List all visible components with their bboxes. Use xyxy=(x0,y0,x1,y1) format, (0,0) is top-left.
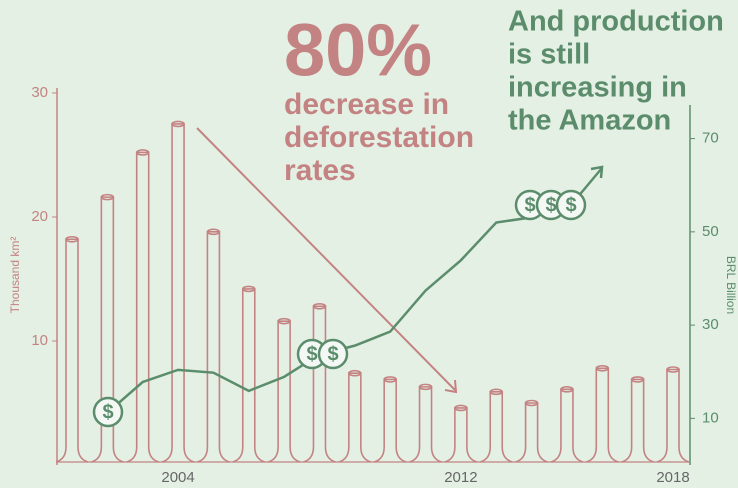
coin-symbol: $ xyxy=(545,194,556,216)
tree-trunk xyxy=(373,378,407,463)
coin-symbol: $ xyxy=(306,343,317,365)
tree-trunk xyxy=(91,196,124,463)
coin xyxy=(92,396,124,428)
tree-trunk xyxy=(197,231,230,463)
trunk-cap xyxy=(560,386,574,393)
production-note: is still xyxy=(508,39,590,71)
deforestation-note: rates xyxy=(284,154,356,187)
trunk-cap xyxy=(595,364,610,372)
y-tick-label: 10 xyxy=(31,332,48,349)
y2-tick-label: 50 xyxy=(702,223,719,240)
trunk-cap xyxy=(241,285,256,293)
deforestation-note: decrease in xyxy=(284,88,449,121)
trunk-cap xyxy=(277,317,291,325)
x-tick-label: 2018 xyxy=(656,469,689,486)
tree-trunk xyxy=(126,151,159,463)
tree-trunk xyxy=(621,378,654,463)
trunk-cap xyxy=(666,366,680,373)
tree-trunk xyxy=(479,391,513,463)
y2-tick-label: 10 xyxy=(702,409,719,426)
y-tick-label: 20 xyxy=(31,208,48,225)
y-tick-label: 30 xyxy=(31,84,48,101)
trunk-cap xyxy=(348,369,362,377)
tree-trunk xyxy=(232,288,266,463)
trunk-cap xyxy=(524,399,539,407)
x-tick-label: 2012 xyxy=(444,469,477,486)
trend-arrow xyxy=(196,127,456,391)
trend-arrow-head xyxy=(444,379,458,394)
trunk-cap xyxy=(418,383,433,391)
coin-symbol: $ xyxy=(102,401,113,423)
deforestation-note: deforestation xyxy=(284,121,474,154)
trunk-cap xyxy=(312,302,327,310)
trunk-cap xyxy=(454,404,468,412)
decoration xyxy=(196,127,604,394)
coin xyxy=(555,189,587,221)
tree-trunk xyxy=(515,402,548,463)
coin-symbol: $ xyxy=(565,194,576,216)
tree-trunk xyxy=(444,407,478,463)
trunk-cap xyxy=(100,193,115,201)
production-note: increasing in xyxy=(508,72,687,104)
trunk-cap xyxy=(171,120,185,128)
coin-symbol: $ xyxy=(327,343,338,365)
tree-trunk xyxy=(550,388,584,463)
production-note: And production xyxy=(508,6,724,38)
tree-trunk xyxy=(338,372,372,463)
production-note: the Amazon xyxy=(508,105,671,137)
headline-number: 80% xyxy=(284,9,432,92)
trunk-cap xyxy=(489,388,504,396)
trunk-cap xyxy=(65,235,79,243)
y2-tick-label: 70 xyxy=(702,130,719,147)
y-axis-label: Thousand km² xyxy=(8,237,22,314)
trunk-cap xyxy=(630,376,645,383)
growth-arrow-head xyxy=(590,165,604,179)
trunk-cap xyxy=(206,228,221,236)
trunk-cap xyxy=(135,149,150,156)
tree-trunk xyxy=(409,386,442,463)
y2-tick-label: 30 xyxy=(702,316,719,333)
x-tick-label: 2004 xyxy=(161,469,194,486)
y2-axis-label: BRL Billion xyxy=(724,256,738,314)
trunk-cap xyxy=(383,376,397,383)
tree-trunk xyxy=(586,367,619,463)
coin-symbol: $ xyxy=(524,194,535,216)
tree-trunk xyxy=(267,320,301,463)
production-line xyxy=(106,205,568,414)
tree-trunk xyxy=(161,123,195,463)
coin xyxy=(317,338,349,370)
tree-trunk xyxy=(656,368,690,463)
tree-trunk xyxy=(303,305,336,463)
tree-trunk xyxy=(55,238,89,463)
